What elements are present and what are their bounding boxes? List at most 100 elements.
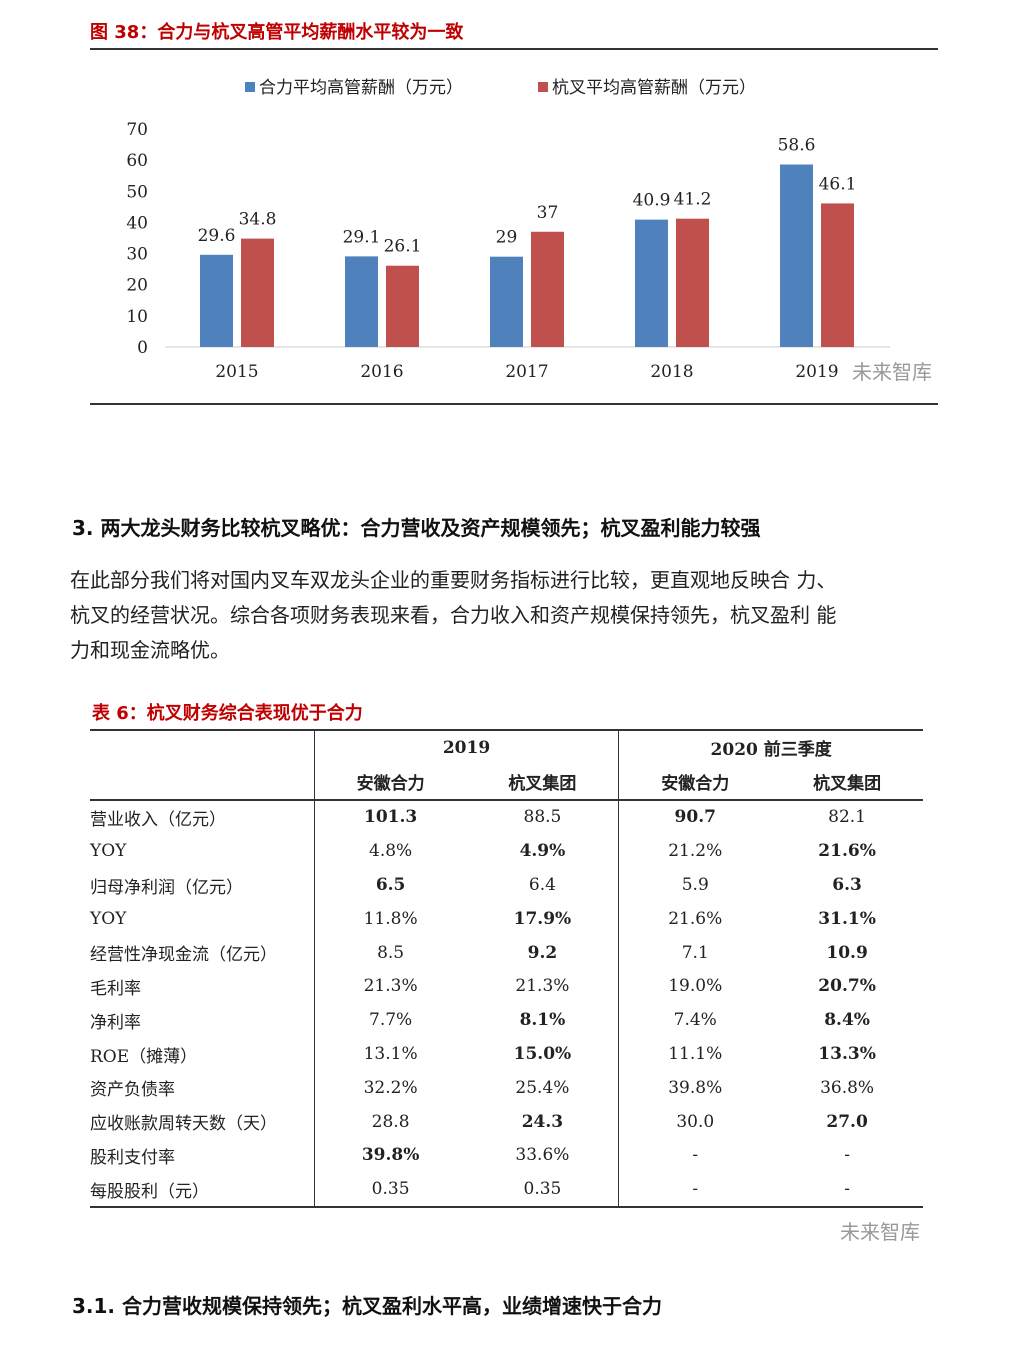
row-label: 应收账款周转天数（天）	[90, 1114, 277, 1135]
group-header: 2019	[313, 730, 619, 765]
table-cell: -	[844, 1145, 850, 1166]
table-cell: 4.9%	[519, 841, 566, 862]
table-row: 归母净利润（亿元） 6.5 6.4 5.9 6.3	[90, 868, 923, 902]
y-tick-label: 0	[137, 338, 148, 358]
x-tick-label: 2018	[650, 362, 693, 382]
table-cell: 21.3%	[515, 976, 570, 997]
table-row: YOY 4.8% 4.9% 21.2% 21.6%	[90, 834, 923, 869]
table-cell: 9.2	[527, 942, 558, 963]
paragraph-line: 力和现金流略优。	[70, 638, 230, 662]
table-row: 净利率 7.7% 8.1% 7.4% 8.4%	[90, 1003, 923, 1038]
table-cell: 90.7	[618, 799, 772, 835]
row-label: 每股股利（元）	[90, 1181, 209, 1202]
table-cell: 5.9	[618, 868, 772, 902]
table-cell: 33.6%	[515, 1145, 570, 1166]
y-tick-label: 20	[126, 276, 148, 296]
legend-swatch	[538, 82, 548, 92]
table-cell: 6.3	[832, 875, 862, 896]
row-label: 毛利率	[90, 978, 141, 999]
data-label: 26.1	[384, 237, 422, 257]
table-title: 表 6：杭叉财务综合表现优于合力	[92, 703, 363, 724]
row-label: 营业收入（亿元）	[90, 809, 226, 830]
table-cell: 7.1	[618, 935, 772, 970]
table-cell: 31.1%	[818, 908, 876, 929]
table-cell: 21.6%	[818, 841, 876, 862]
table-row: 资产负债率 32.2% 25.4% 39.8% 36.8%	[90, 1070, 923, 1105]
y-tick-label: 40	[126, 213, 148, 233]
table-cell: 32.2%	[313, 1070, 467, 1105]
table-cell: 20.7%	[818, 976, 876, 997]
table-cell: 19.0%	[618, 969, 772, 1004]
bar-chart: 0 10 20 30 40 50 60 70 合力平均高管薪酬（万元） 杭叉平均高管薪酬（万元） 2…	[126, 78, 890, 382]
table-cell: 25.4%	[515, 1077, 570, 1098]
table-cell: 13.3%	[818, 1044, 876, 1065]
table-row: 应收账款周转天数（天） 28.8 24.3 30.0 27.0	[90, 1104, 923, 1139]
table-cell: 21.6%	[618, 901, 772, 936]
table-cell: 39.8%	[313, 1138, 467, 1173]
table-row: 股利支付率 39.8% 33.6% - -	[90, 1138, 923, 1173]
table-cell: 27.0	[826, 1111, 868, 1132]
section-heading: 3. 两大龙头财务比较杭叉略优：合力营收及资产规模领先；杭叉盈利能力较强	[72, 516, 761, 540]
table-cell: 0.35	[313, 1172, 467, 1208]
table-cell: 15.0%	[513, 1044, 572, 1065]
column-header: 杭叉集团	[813, 774, 882, 795]
watermark: 未来智库	[840, 1220, 920, 1244]
section-heading: 3.1. 合力营收规模保持领先；杭叉盈利水平高，业绩增速快于合力	[72, 1294, 662, 1318]
table-cell: 101.3	[313, 799, 467, 835]
table-cell: 13.1%	[313, 1037, 467, 1071]
row-label: 股利支付率	[90, 1147, 175, 1168]
table-cell: -	[844, 1179, 850, 1200]
table-cell: 7.4%	[618, 1003, 772, 1038]
table-cell: -	[618, 1172, 772, 1208]
table-cell: 7.7%	[313, 1003, 467, 1038]
row-label: 经营性净现金流（亿元）	[90, 945, 277, 966]
table-cell: 6.5	[313, 868, 467, 902]
table-row: 营业收入（亿元） 101.3 88.5 90.7 82.1	[90, 799, 923, 835]
row-label: 归母净利润（亿元）	[90, 877, 243, 898]
x-tick-label: 2015	[215, 362, 258, 382]
table-row: ROE（摊薄） 13.1% 15.0% 11.1% 13.3%	[90, 1037, 923, 1071]
table-row: YOY 11.8% 17.9% 21.6% 31.1%	[90, 901, 923, 936]
data-label: 40.9	[633, 191, 671, 211]
figure-title: 图 38：合力与杭叉高管平均薪酬水平较为一致	[90, 22, 464, 43]
y-tick-label: 60	[126, 151, 148, 171]
bar	[676, 218, 709, 347]
data-label: 37	[537, 203, 559, 223]
y-tick-label: 70	[126, 120, 148, 140]
table-cell: 30.0	[618, 1104, 772, 1139]
divider	[90, 403, 938, 405]
legend-label: 合力平均高管薪酬（万元）	[259, 78, 463, 98]
table-cell: 21.3%	[313, 969, 467, 1004]
paragraph: 在此部分我们将对国内叉车双龙头企业的重要财务指标进行比较，更直观地反映合 力、 …	[70, 563, 945, 668]
table-cell: 6.4	[528, 875, 556, 896]
data-label: 29	[496, 228, 518, 248]
table-cell: 10.9	[826, 942, 868, 963]
table-cell: -	[618, 1138, 772, 1173]
divider	[90, 48, 938, 50]
legend-label: 杭叉平均高管薪酬（万元）	[552, 78, 756, 98]
x-tick-label: 2019	[795, 362, 838, 382]
table-cell: 17.9%	[513, 908, 572, 929]
table-cell: 4.8%	[313, 834, 467, 869]
financial-table: 2019 2020 前三季度 安徽合力 杭叉集团 安徽合力 杭叉集团 营业收入（…	[90, 729, 923, 1208]
row-label: 净利率	[90, 1012, 141, 1033]
data-label: 46.1	[819, 174, 857, 194]
group-header: 2020 前三季度	[618, 730, 923, 765]
table-cell: 88.5	[523, 807, 562, 828]
table-cell: 39.8%	[618, 1070, 772, 1105]
bar	[386, 265, 419, 347]
table-cell: 8.4%	[824, 1010, 870, 1031]
y-tick-label: 50	[126, 182, 148, 202]
bar	[531, 231, 564, 347]
row-label: 资产负债率	[90, 1080, 175, 1101]
bar	[821, 203, 854, 347]
data-label: 29.1	[343, 227, 381, 247]
data-label: 58.6	[778, 136, 816, 156]
table-cell: 8.1%	[519, 1010, 566, 1031]
table-cell: 0.35	[523, 1179, 562, 1200]
paragraph-line: 在此部分我们将对国内叉车双龙头企业的重要财务指标进行比较，更直观地反映合 力、	[70, 568, 837, 592]
bar	[241, 238, 274, 347]
x-tick-label: 2016	[360, 362, 403, 382]
y-tick-label: 30	[126, 245, 148, 265]
